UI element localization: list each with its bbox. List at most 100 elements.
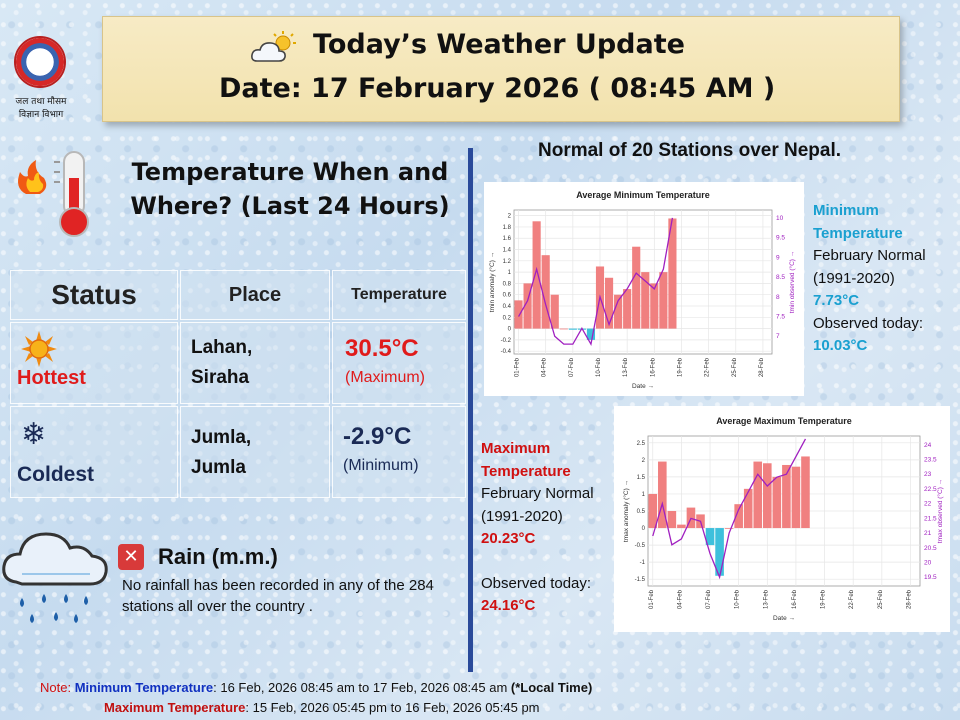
max-label-line1: Maximum <box>481 440 551 457</box>
coldest-temperature-note: (Minimum) <box>343 457 419 474</box>
y-tick-label: 1.4 <box>503 248 512 254</box>
anomaly-bar <box>753 461 763 529</box>
min-observed-value: 10.03°C <box>813 337 868 354</box>
snowflake-icon: ❄ <box>21 417 47 452</box>
sun-icon <box>21 331 57 367</box>
status-label-coldest: Coldest <box>17 463 95 486</box>
table-row-coldest-status: ❄ Coldest <box>10 406 178 498</box>
y-tick-label: 2 <box>508 214 512 220</box>
anomaly-bar <box>801 456 810 529</box>
y2-tick-label: 21 <box>924 530 932 537</box>
min-normal-line1: February Normal <box>813 247 926 264</box>
anomaly-bar <box>715 528 724 576</box>
y2-tick-label: 24 <box>924 442 932 449</box>
table-row-hottest-temperature: 30.5°C (Maximum) <box>332 322 466 404</box>
hottest-temperature-value: 30.5°C <box>345 335 419 362</box>
anomaly-bar <box>743 488 753 529</box>
note-min-suffix: (*Local Time) <box>510 680 593 695</box>
max-normal-value: 20.23°C <box>481 530 536 547</box>
anomaly-bar <box>763 463 772 529</box>
note-prefix: Note: <box>40 680 75 695</box>
place-line1: Jumla, <box>191 427 252 448</box>
logo-text-line1: जल तथा मौसम <box>15 97 67 107</box>
y-axis-label: tmax anomaly (°C) → <box>622 480 630 542</box>
table-row-coldest-place: Jumla, Jumla <box>180 406 330 498</box>
max-observed-value: 24.16°C <box>481 597 536 614</box>
y2-tick-label: 20 <box>924 559 932 566</box>
x-axis-label: Date → <box>632 383 654 390</box>
close-icon: ✕ <box>118 544 144 570</box>
chart-title: Average Maximum Temperature <box>716 416 852 426</box>
y2-tick-label: 22.5 <box>924 486 937 493</box>
x-tick-label: 07-Feb <box>706 589 712 609</box>
anomaly-bar <box>658 461 667 529</box>
header-banner: Today’s Weather Update Date: 17 February… <box>102 16 900 122</box>
x-tick-label: 16-Feb <box>650 357 656 377</box>
y-tick-label: 0.2 <box>503 315 512 321</box>
x-tick-label: 10-Feb <box>596 357 602 377</box>
rain-description: No rainfall has been recorded in any of … <box>122 577 434 615</box>
max-label-line2: Temperature <box>481 462 571 480</box>
anomaly-bar <box>641 272 650 329</box>
department-logo: जल तथा मौसम विज्ञान विभाग <box>6 36 76 124</box>
y-tick-label: -0.5 <box>635 543 646 549</box>
page-title: Today’s Weather Update <box>313 29 685 60</box>
place-line2: Jumla <box>191 457 246 478</box>
anomaly-bar <box>523 283 532 329</box>
y2-axis-label: tmax observed (°C) → <box>936 479 944 543</box>
observed-line <box>652 438 807 580</box>
min-observed-label: Observed today: <box>813 314 924 332</box>
place-line2: Siraha <box>191 367 250 388</box>
anomaly-bar <box>667 511 677 529</box>
temperature-heading: Temperature When and Where? (Last 24 Hou… <box>130 158 450 220</box>
x-axis-label: Date → <box>773 615 795 622</box>
max-normal-line1: February Normal <box>481 485 594 502</box>
rain-heading: Rain (m.m.) <box>158 544 278 569</box>
y-tick-label: -0.2 <box>501 338 512 344</box>
anomaly-bar <box>791 466 801 529</box>
y-tick-label: 1.8 <box>503 225 512 231</box>
chart-title: Average Minimum Temperature <box>576 190 710 200</box>
y2-axis-label: tmin observed (°C) → <box>788 251 796 314</box>
note-min-period: Note: Minimum Temperature: 16 Feb, 2026 … <box>40 680 592 695</box>
y2-tick-label: 23.5 <box>924 457 937 464</box>
y2-tick-label: 10 <box>776 215 784 222</box>
y-tick-label: 2.5 <box>637 441 646 447</box>
min-label-line2: Temperature <box>813 224 903 242</box>
x-tick-label: 19-Feb <box>677 357 683 377</box>
column-header-status: Status <box>10 270 178 320</box>
anomaly-bar <box>724 528 734 529</box>
anomaly-bar <box>632 246 641 329</box>
min-normal-value: 7.73°C <box>813 292 860 309</box>
x-tick-label: 10-Feb <box>735 589 741 609</box>
y2-tick-label: 8.5 <box>776 274 785 281</box>
max-temperature-info: Maximum Temperature February Normal (199… <box>481 438 613 618</box>
spacer <box>481 551 613 573</box>
y2-tick-label: 9.5 <box>776 235 785 242</box>
note-max-period: Maximum Temperature: 15 Feb, 2026 05:45 … <box>104 700 540 715</box>
y2-tick-label: 19.5 <box>924 574 937 581</box>
vertical-divider <box>468 148 473 672</box>
min-normal-line2: (1991-2020) <box>813 269 895 287</box>
x-tick-label: 22-Feb <box>849 589 855 609</box>
anomaly-bar <box>734 504 743 529</box>
status-label-hottest: Hottest <box>17 367 86 389</box>
y2-tick-label: 21.5 <box>924 515 937 522</box>
y-tick-label: -1 <box>640 560 646 566</box>
column-header-temperature: Temperature <box>332 270 466 320</box>
anomaly-bar <box>677 524 686 529</box>
anomaly-bar <box>532 221 541 329</box>
y2-tick-label: 7.5 <box>776 314 785 321</box>
rain-cloud-icon <box>2 532 108 623</box>
fire-icon <box>18 160 47 194</box>
x-tick-label: 19-Feb <box>821 589 827 609</box>
min-temperature-info: Minimum Temperature February Normal (199… <box>813 200 958 358</box>
table-row-hottest-place: Lahan, Siraha <box>180 322 330 404</box>
anomaly-bar <box>604 277 614 329</box>
max-normal-line2: (1991-2020) <box>481 507 563 525</box>
coldest-temperature-value: -2.9°C <box>343 423 412 450</box>
y2-tick-label: 20.5 <box>924 545 937 552</box>
max-temperature-chart-svg: Average Maximum Temperature 01-Feb 04-Feb 0… <box>622 416 944 622</box>
anomaly-bar <box>614 294 623 329</box>
anomaly-bar <box>586 328 596 340</box>
